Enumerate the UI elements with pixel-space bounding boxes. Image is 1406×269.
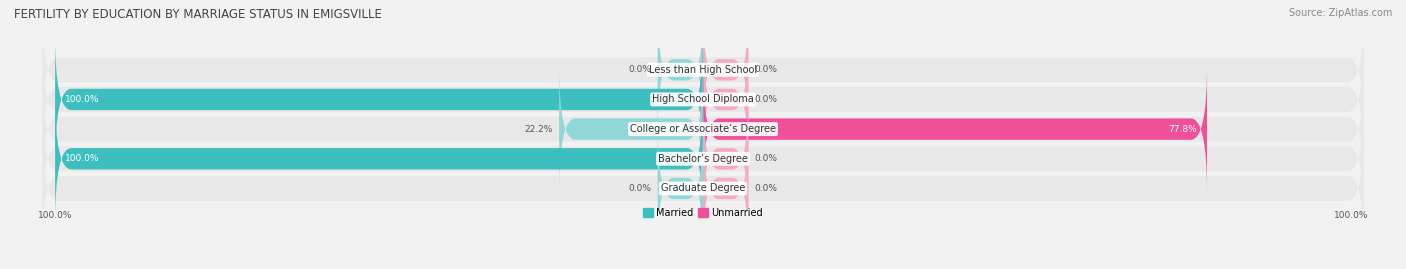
- Text: Graduate Degree: Graduate Degree: [661, 183, 745, 193]
- FancyBboxPatch shape: [42, 97, 1364, 221]
- Text: FERTILITY BY EDUCATION BY MARRIAGE STATUS IN EMIGSVILLE: FERTILITY BY EDUCATION BY MARRIAGE STATU…: [14, 8, 382, 21]
- Text: 0.0%: 0.0%: [755, 154, 778, 163]
- Legend: Married, Unmarried: Married, Unmarried: [644, 208, 762, 218]
- FancyBboxPatch shape: [42, 68, 1364, 191]
- FancyBboxPatch shape: [42, 127, 1364, 250]
- Text: College or Associate’s Degree: College or Associate’s Degree: [630, 124, 776, 134]
- FancyBboxPatch shape: [703, 6, 748, 133]
- Text: 100.0%: 100.0%: [65, 95, 100, 104]
- FancyBboxPatch shape: [703, 36, 748, 163]
- FancyBboxPatch shape: [55, 95, 703, 222]
- Text: Bachelor’s Degree: Bachelor’s Degree: [658, 154, 748, 164]
- Text: 0.0%: 0.0%: [628, 184, 651, 193]
- Text: 100.0%: 100.0%: [65, 154, 100, 163]
- FancyBboxPatch shape: [703, 125, 748, 252]
- Text: Source: ZipAtlas.com: Source: ZipAtlas.com: [1288, 8, 1392, 18]
- Text: High School Diploma: High School Diploma: [652, 94, 754, 104]
- FancyBboxPatch shape: [658, 6, 703, 133]
- FancyBboxPatch shape: [560, 66, 703, 193]
- Text: Less than High School: Less than High School: [650, 65, 756, 75]
- FancyBboxPatch shape: [703, 95, 748, 222]
- Text: 77.8%: 77.8%: [1168, 125, 1198, 134]
- Text: 0.0%: 0.0%: [755, 65, 778, 74]
- Text: 0.0%: 0.0%: [628, 65, 651, 74]
- Text: 0.0%: 0.0%: [755, 184, 778, 193]
- FancyBboxPatch shape: [658, 125, 703, 252]
- FancyBboxPatch shape: [42, 8, 1364, 132]
- FancyBboxPatch shape: [55, 36, 703, 163]
- FancyBboxPatch shape: [42, 38, 1364, 161]
- FancyBboxPatch shape: [703, 66, 1206, 193]
- Text: 0.0%: 0.0%: [755, 95, 778, 104]
- Text: 22.2%: 22.2%: [524, 125, 553, 134]
